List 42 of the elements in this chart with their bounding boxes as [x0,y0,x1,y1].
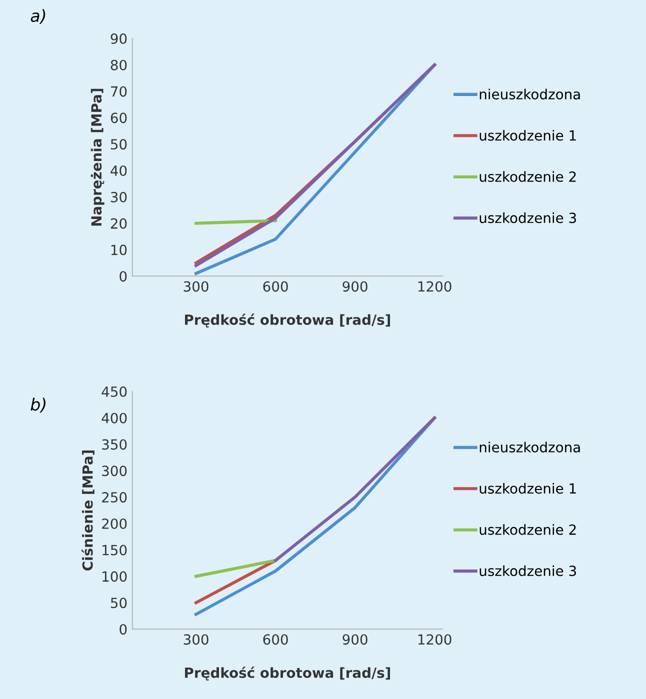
x-tick-label: 1200 [418,634,452,645]
y-tick-label: 100 [102,571,127,582]
y-tick-label: 450 [102,386,127,397]
y-tick-label: 30 [110,192,127,202]
y-tick-label: 60 [110,112,127,124]
text: b) [30,398,46,413]
y-tick-label: 400 [102,412,127,424]
x-tick-label: 600 [263,281,288,292]
y-tick-label: 90 [110,33,127,44]
legend-label: uszkodzenie 1 [480,130,576,141]
y-axis-title: Ciśnienie [MPa] [82,450,94,571]
y-tick-label: 200 [102,518,127,529]
legend-label: nieuszkodzona [480,442,580,452]
y-tick-label: 150 [102,544,127,556]
y-axis-title: Naprężenia [MPa] [90,88,104,226]
x-tick-label: 300 [184,281,208,292]
x-axis-title: Prędkość obrotowa [rad/s] [185,314,390,328]
legend-label: uszkodzenie 2 [480,171,576,182]
y-tick-label: 50 [110,139,127,150]
x-tick-label: 600 [263,634,288,645]
y-tick-label: 0 [120,624,127,635]
y-tick-label: 20 [110,218,127,229]
legend-label: uszkodzenie 2 [480,524,576,535]
y-tick-label: 0 [120,271,127,282]
y-tick-label: 80 [110,60,127,70]
legend-label: nieuszkodzona [480,88,580,100]
y-tick-label: 250 [102,492,127,503]
x-tick-label: 1200 [418,281,452,292]
y-tick-label: 50 [110,598,127,608]
text: a) [30,9,46,24]
legend-label: uszkodzenie 3 [480,565,576,576]
legend-label: uszkodzenie 3 [480,212,576,224]
legend-label: uszkodzenie 1 [480,482,576,494]
x-tick-label: 900 [342,634,368,645]
x-tick-label: 900 [342,281,368,292]
y-tick-label: 70 [111,86,127,97]
x-tick-label: 300 [184,634,208,645]
y-tick-label: 10 [111,244,127,256]
y-tick-label: 350 [102,439,127,450]
y-tick-label: 40 [110,165,127,176]
x-axis-title: Prędkość obrotowa [rad/s] [185,666,390,681]
y-tick-label: 300 [102,466,127,476]
